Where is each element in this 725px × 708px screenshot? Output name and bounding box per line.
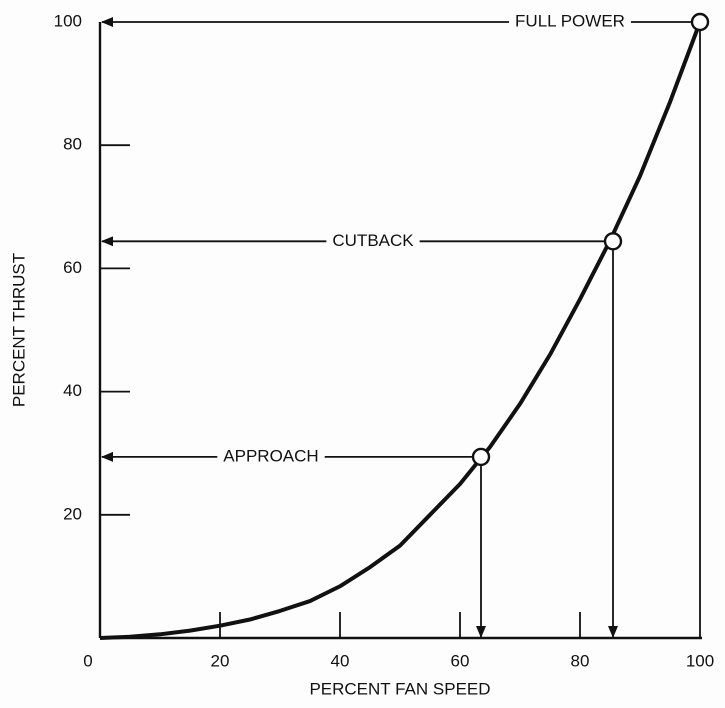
curve <box>99 21 702 640</box>
x-tick-label: 20 <box>211 651 230 670</box>
x-axis-label: PERCENT FAN SPEED <box>309 679 490 698</box>
x-tick-label: 80 <box>571 651 590 670</box>
x-tick-label: 100 <box>686 651 714 670</box>
annotation-background <box>509 11 631 33</box>
y-tick-label: 60 <box>63 258 82 277</box>
y-tick-label: 80 <box>63 135 82 154</box>
operating-point <box>471 447 491 467</box>
y-tick-label: 40 <box>63 381 82 400</box>
annotation-label: FULL POWER <box>515 11 625 30</box>
operating-point <box>690 12 710 32</box>
x-tick-label: 0 <box>83 651 92 670</box>
annotation-label: CUTBACK <box>332 231 414 250</box>
x-tick-label: 60 <box>451 651 470 670</box>
annotation-label: APPROACH <box>223 446 318 465</box>
y-tick-label: 100 <box>54 11 82 30</box>
y-tick-label: 20 <box>63 504 82 523</box>
x-tick-label: 40 <box>331 651 350 670</box>
annotation-background <box>326 230 420 253</box>
annotation-background <box>217 445 325 468</box>
operating-point <box>603 232 623 251</box>
y-axis-label: PERCENT THRUST <box>9 253 28 407</box>
